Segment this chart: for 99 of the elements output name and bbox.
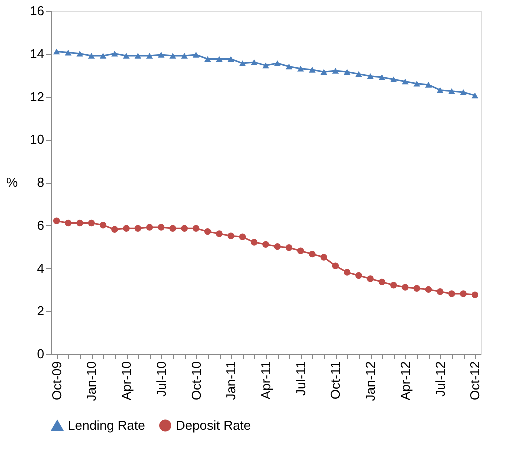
point xyxy=(448,290,456,298)
point xyxy=(76,220,84,227)
point xyxy=(204,228,212,236)
point xyxy=(378,74,386,80)
point xyxy=(344,269,351,276)
y-tick-label: 2 xyxy=(37,304,44,319)
y-tick-label: 6 xyxy=(37,218,44,233)
point xyxy=(332,262,340,270)
point xyxy=(356,71,362,78)
point xyxy=(262,62,270,69)
y-tick-label: 12 xyxy=(30,89,44,104)
point xyxy=(367,276,374,282)
point xyxy=(216,56,223,62)
point xyxy=(123,225,130,232)
point xyxy=(378,278,386,286)
point xyxy=(170,225,176,232)
point xyxy=(436,87,444,94)
legend-label: Deposit Rate xyxy=(176,418,252,433)
x-tick-label: Oct-09 xyxy=(49,362,64,401)
point xyxy=(298,66,304,72)
point xyxy=(425,286,432,294)
point xyxy=(181,225,188,232)
point xyxy=(146,53,154,59)
point xyxy=(76,50,84,57)
point xyxy=(425,82,432,88)
point xyxy=(274,60,281,66)
point xyxy=(460,90,467,96)
point xyxy=(88,53,96,59)
x-tick-label: Jan-12 xyxy=(363,362,378,402)
x-tick-label: Jan-11 xyxy=(224,362,239,400)
x-tick-label: Apr-10 xyxy=(119,362,134,401)
point xyxy=(298,248,304,254)
point xyxy=(65,220,72,227)
point xyxy=(251,60,258,66)
point xyxy=(146,224,154,231)
y-tick-label: 4 xyxy=(37,260,44,276)
point xyxy=(472,92,479,99)
point xyxy=(123,53,130,59)
point xyxy=(274,243,281,250)
y-tick-label: 14 xyxy=(30,46,44,62)
point xyxy=(134,53,142,59)
point xyxy=(181,53,188,59)
point xyxy=(414,80,420,87)
point xyxy=(158,52,165,58)
y-axis-title: % xyxy=(6,175,18,190)
x-tick-label: Apr-12 xyxy=(398,362,413,401)
y-tick-label: 0 xyxy=(37,346,44,362)
point xyxy=(356,272,362,280)
point xyxy=(192,52,200,58)
point xyxy=(251,239,258,246)
legend-label: Lending Rate xyxy=(68,418,146,434)
x-tick-label: Jul-10 xyxy=(154,362,169,397)
point xyxy=(192,225,200,232)
point xyxy=(53,48,60,55)
point xyxy=(448,88,456,94)
point xyxy=(158,224,165,231)
point xyxy=(320,254,328,261)
point xyxy=(53,218,60,224)
point xyxy=(112,50,118,57)
point xyxy=(216,230,223,238)
point xyxy=(320,69,328,75)
point xyxy=(228,56,234,62)
point xyxy=(286,64,293,70)
point xyxy=(134,225,142,232)
point xyxy=(204,56,212,62)
point xyxy=(239,60,246,66)
point xyxy=(344,69,351,75)
x-tick-label: Oct-10 xyxy=(188,362,204,401)
point xyxy=(100,222,107,229)
point xyxy=(100,53,107,59)
point xyxy=(262,241,270,248)
x-tick-label: Oct-12 xyxy=(468,362,483,401)
point xyxy=(309,67,316,73)
y-tick-label: 16 xyxy=(30,4,44,18)
point xyxy=(414,285,420,292)
point xyxy=(436,288,444,296)
x-tick-label: Jan-10 xyxy=(84,362,100,402)
point xyxy=(390,282,398,289)
x-tick-label: Oct-11 xyxy=(328,362,344,400)
y-tick-label: 8 xyxy=(37,175,44,190)
point xyxy=(402,78,409,85)
point xyxy=(460,290,467,298)
point xyxy=(390,76,398,83)
point xyxy=(239,234,246,241)
point xyxy=(472,292,479,298)
x-tick-label: Jul-11 xyxy=(293,362,308,396)
point xyxy=(112,226,118,234)
point xyxy=(286,244,293,252)
point xyxy=(367,73,374,80)
point xyxy=(88,220,96,227)
point xyxy=(170,53,176,59)
point xyxy=(228,232,234,240)
point xyxy=(65,50,72,56)
x-tick-label: Apr-11 xyxy=(258,362,274,400)
point xyxy=(402,284,409,291)
y-tick-label: 10 xyxy=(30,132,44,148)
x-tick-label: Jul-12 xyxy=(432,362,448,397)
point xyxy=(309,250,316,258)
point xyxy=(332,68,340,74)
